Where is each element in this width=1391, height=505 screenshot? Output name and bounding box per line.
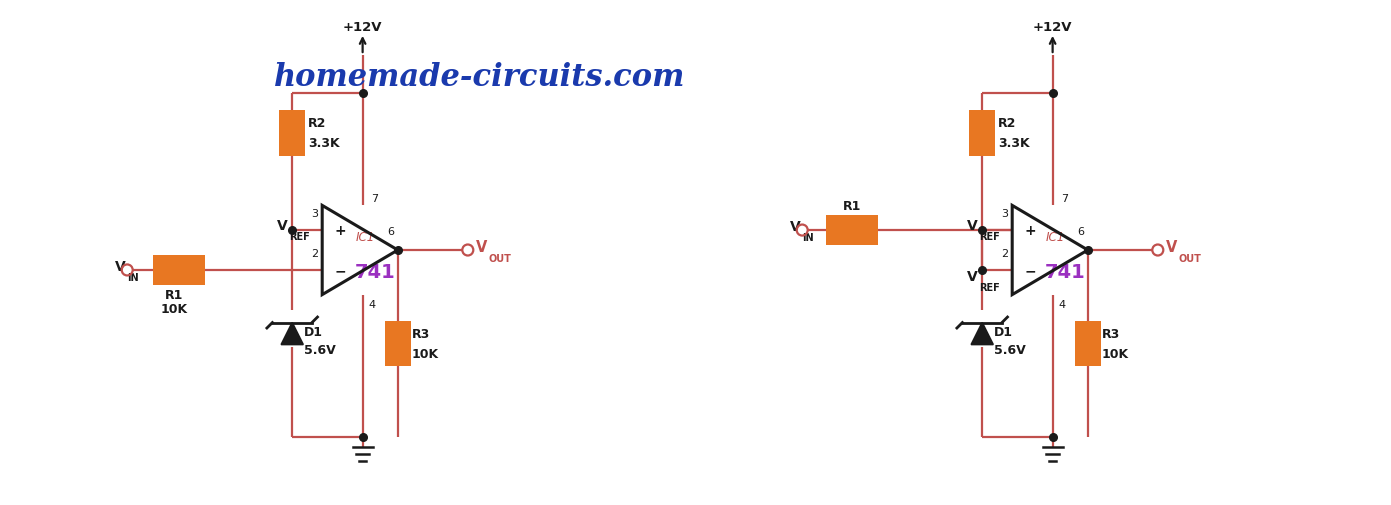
Bar (826, 216, 878, 245)
Text: V: V (1166, 240, 1177, 255)
Text: 10K: 10K (839, 214, 865, 227)
Text: 4: 4 (369, 299, 376, 309)
Text: R3: R3 (1102, 327, 1120, 340)
Polygon shape (971, 323, 993, 345)
Text: OUT: OUT (1178, 254, 1202, 264)
Text: 5.6V: 5.6V (305, 343, 337, 357)
Text: 3.3K: 3.3K (999, 137, 1029, 150)
Text: V: V (277, 219, 287, 233)
Text: 10K: 10K (412, 347, 440, 360)
Text: +: + (1024, 224, 1036, 237)
Text: 10K: 10K (160, 302, 188, 315)
Text: 2: 2 (1002, 248, 1008, 259)
Text: IN: IN (127, 272, 139, 282)
Text: R1: R1 (843, 199, 861, 213)
Text: IC1: IC1 (1046, 231, 1064, 244)
Text: V: V (114, 260, 125, 273)
Text: R3: R3 (412, 327, 430, 340)
Text: 6: 6 (387, 227, 394, 236)
Text: V: V (476, 240, 487, 255)
Text: R2: R2 (999, 117, 1017, 130)
Text: 10K: 10K (1102, 347, 1129, 360)
Text: D1: D1 (995, 325, 1013, 338)
Text: V: V (967, 219, 978, 233)
Text: 741: 741 (355, 263, 395, 282)
Text: REF: REF (289, 232, 310, 241)
Text: 741: 741 (1045, 263, 1085, 282)
Text: homemade-circuits.com: homemade-circuits.com (274, 63, 686, 93)
Text: D1: D1 (305, 325, 323, 338)
Bar (1075, 321, 1100, 366)
Text: 3: 3 (1002, 209, 1008, 219)
Text: 7: 7 (1060, 194, 1068, 204)
Text: V: V (790, 220, 800, 234)
Text: IC1: IC1 (355, 231, 374, 244)
Text: REF: REF (979, 232, 1000, 241)
Text: 2: 2 (312, 248, 319, 259)
Text: −: − (334, 264, 346, 277)
Text: V: V (967, 269, 978, 283)
Text: R2: R2 (309, 117, 327, 130)
Text: +12V: +12V (342, 21, 383, 34)
Bar (280, 111, 305, 156)
Text: 4: 4 (1059, 299, 1066, 309)
Text: 7: 7 (370, 194, 378, 204)
Polygon shape (281, 323, 303, 345)
Text: R1: R1 (166, 288, 184, 301)
Text: 6: 6 (1077, 227, 1084, 236)
Text: OUT: OUT (488, 254, 512, 264)
Text: REF: REF (979, 282, 1000, 292)
Text: +: + (334, 224, 346, 237)
Text: +12V: +12V (1034, 21, 1072, 34)
Bar (153, 256, 206, 285)
Text: 5.6V: 5.6V (995, 343, 1027, 357)
Text: 3: 3 (312, 209, 319, 219)
Text: IN: IN (803, 233, 814, 242)
Bar (385, 321, 410, 366)
Bar (970, 111, 995, 156)
Text: 3.3K: 3.3K (309, 137, 339, 150)
Text: −: − (1024, 264, 1036, 277)
